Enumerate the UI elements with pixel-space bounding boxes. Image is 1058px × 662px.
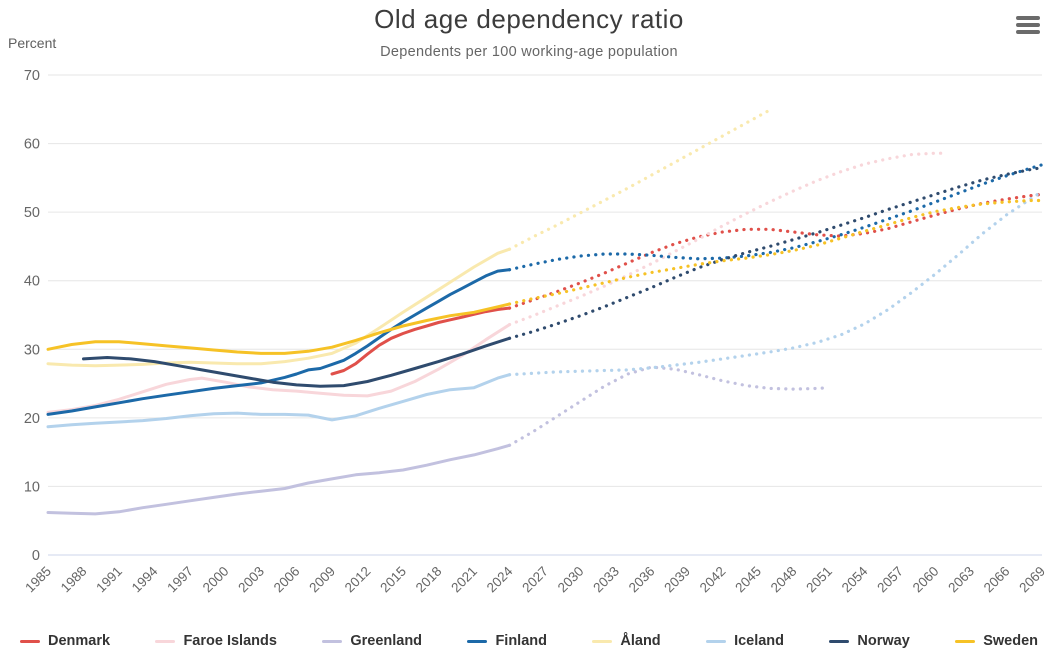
series-line-faroe-islands	[46, 323, 511, 414]
series-projection-sweden	[507, 198, 1044, 306]
legend-label-norway: Norway	[857, 633, 910, 649]
x-axis-tick-label: 1994	[129, 563, 161, 595]
legend-label-faroe-islands: Faroe Islands	[183, 633, 277, 649]
x-axis-tick-label: 2066	[981, 564, 1013, 596]
legend: Denmark Faroe Islands Greenland Finland Ålan…	[0, 626, 1058, 656]
legend-item-greenland[interactable]: Greenland	[322, 633, 422, 649]
x-axis-tick-label: 2054	[839, 563, 871, 595]
y-axis-tick-label: 70	[24, 68, 40, 84]
legend-item-denmark[interactable]: Denmark	[20, 633, 110, 649]
x-axis-tick-label: 2045	[732, 564, 764, 596]
legend-label-greenland: Greenland	[350, 633, 423, 649]
legend-dash-faroe-islands	[155, 639, 176, 643]
series-line-greenland	[46, 443, 511, 516]
x-axis-tick-label: 2006	[271, 564, 303, 596]
x-axis-tick-label: 2036	[626, 564, 658, 596]
x-axis-tick-label: 2039	[661, 564, 693, 596]
legend-dash-iceland	[706, 639, 727, 643]
x-axis-tick-label: 2021	[448, 564, 480, 596]
x-axis-tick-label: 1991	[93, 564, 125, 596]
x-axis-tick-label: 2060	[910, 564, 942, 596]
legend-label-finland: Finland	[495, 633, 547, 649]
series-projection-iceland	[507, 190, 1044, 377]
x-axis-tick-label: 2069	[1016, 564, 1048, 596]
hamburger-menu-icon[interactable]	[1014, 13, 1042, 37]
legend-item-finland[interactable]: Finland	[467, 633, 547, 649]
series-projection-denmark	[507, 192, 1044, 310]
legend-dash-aland	[592, 639, 613, 643]
legend-label-sweden: Sweden	[983, 633, 1038, 649]
legend-item-aland[interactable]: Åland	[592, 633, 661, 649]
x-axis-tick-label: 2033	[590, 564, 622, 596]
y-axis-title: Percent	[8, 35, 57, 51]
x-axis-tick-label: 2012	[342, 564, 374, 596]
series-projection-faroe-islands	[507, 151, 949, 327]
series-projection-norway	[507, 166, 1044, 340]
y-axis-tick-label: 30	[24, 342, 40, 358]
x-axis-tick-label: 2009	[306, 564, 338, 596]
legend-dash-greenland	[322, 639, 343, 643]
legend-dash-sweden	[955, 639, 976, 643]
x-axis-tick-label: 2000	[200, 564, 232, 596]
series-line-sweden	[46, 302, 511, 355]
x-axis-tick-label: 2024	[484, 563, 516, 595]
x-axis-tick-label: 2015	[377, 564, 409, 596]
series-line-norway	[82, 336, 511, 388]
legend-item-iceland[interactable]: Iceland	[706, 633, 784, 649]
series-line-iceland	[46, 373, 511, 429]
y-axis-tick-label: 60	[24, 137, 40, 153]
chart-title: Old age dependency ratio	[374, 4, 684, 34]
x-axis-tick-label: 2027	[519, 564, 551, 596]
x-axis-tick-label: 1985	[22, 564, 54, 596]
x-axis-tick-label: 2057	[874, 564, 906, 596]
x-axis-tick-label: 2048	[768, 564, 800, 596]
y-axis-tick-label: 0	[32, 548, 40, 564]
chart-subtitle: Dependents per 100 working-age populatio…	[380, 44, 678, 60]
legend-label-denmark: Denmark	[48, 633, 111, 649]
x-axis-tick-label: 2063	[945, 564, 977, 596]
y-axis-tick-label: 50	[24, 205, 40, 221]
hamburger-bar	[1016, 23, 1040, 27]
hamburger-bar	[1016, 30, 1040, 34]
x-axis-tick-label: 2051	[803, 564, 835, 596]
legend-item-sweden[interactable]: Sweden	[955, 633, 1038, 649]
y-axis-tick-label: 40	[24, 274, 40, 290]
legend-item-faroe-islands[interactable]: Faroe Islands	[155, 633, 277, 649]
legend-label-iceland: Iceland	[734, 633, 785, 649]
hamburger-bar	[1016, 16, 1040, 20]
x-axis-tick-label: 2042	[697, 564, 729, 596]
legend-dash-finland	[467, 639, 488, 643]
legend-dash-denmark	[20, 639, 40, 643]
legend-item-norway[interactable]: Norway	[829, 633, 910, 649]
series-line-denmark	[330, 306, 511, 376]
legend-dash-norway	[829, 639, 850, 643]
x-axis-tick-label: 2018	[413, 564, 445, 596]
x-axis-tick-label: 1988	[58, 564, 90, 596]
x-axis-tick-label: 1997	[164, 564, 196, 596]
series-line-finland	[46, 268, 511, 416]
y-axis-tick-label: 10	[24, 479, 40, 495]
series-projection-greenland	[507, 365, 831, 447]
y-axis-tick-label: 20	[24, 411, 40, 427]
x-axis-tick-label: 2030	[555, 564, 587, 596]
legend-label-aland: Åland	[620, 633, 661, 649]
x-axis-tick-label: 2003	[235, 564, 267, 596]
series-line-aland	[46, 247, 511, 368]
series-projection-aland	[507, 108, 772, 251]
